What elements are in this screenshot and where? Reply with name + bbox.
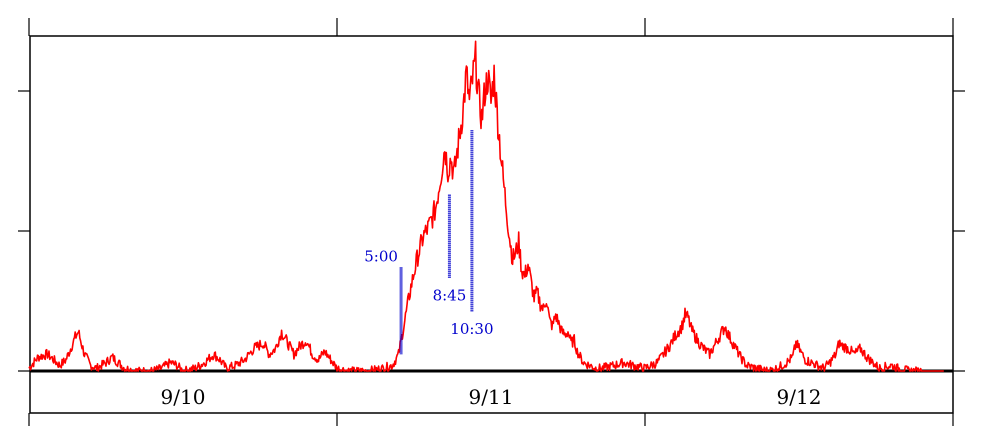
x-tick-label: 9/11 xyxy=(469,385,514,409)
plot-border xyxy=(29,35,954,414)
series-line xyxy=(28,40,944,372)
annotation-label: 8:45 xyxy=(433,287,467,305)
annotation-label: 5:00 xyxy=(364,247,398,265)
x-tick-label: 9/12 xyxy=(777,385,822,409)
x-tick-labels: 9/10 9/11 9/12 xyxy=(161,385,822,409)
annotation-label: 10:30 xyxy=(450,320,493,338)
x-tick-label: 9/10 xyxy=(161,385,206,409)
axis-ticks xyxy=(18,18,965,426)
annotations: 5:00 8:45 10:30 xyxy=(364,130,494,355)
series-layer xyxy=(28,40,944,372)
